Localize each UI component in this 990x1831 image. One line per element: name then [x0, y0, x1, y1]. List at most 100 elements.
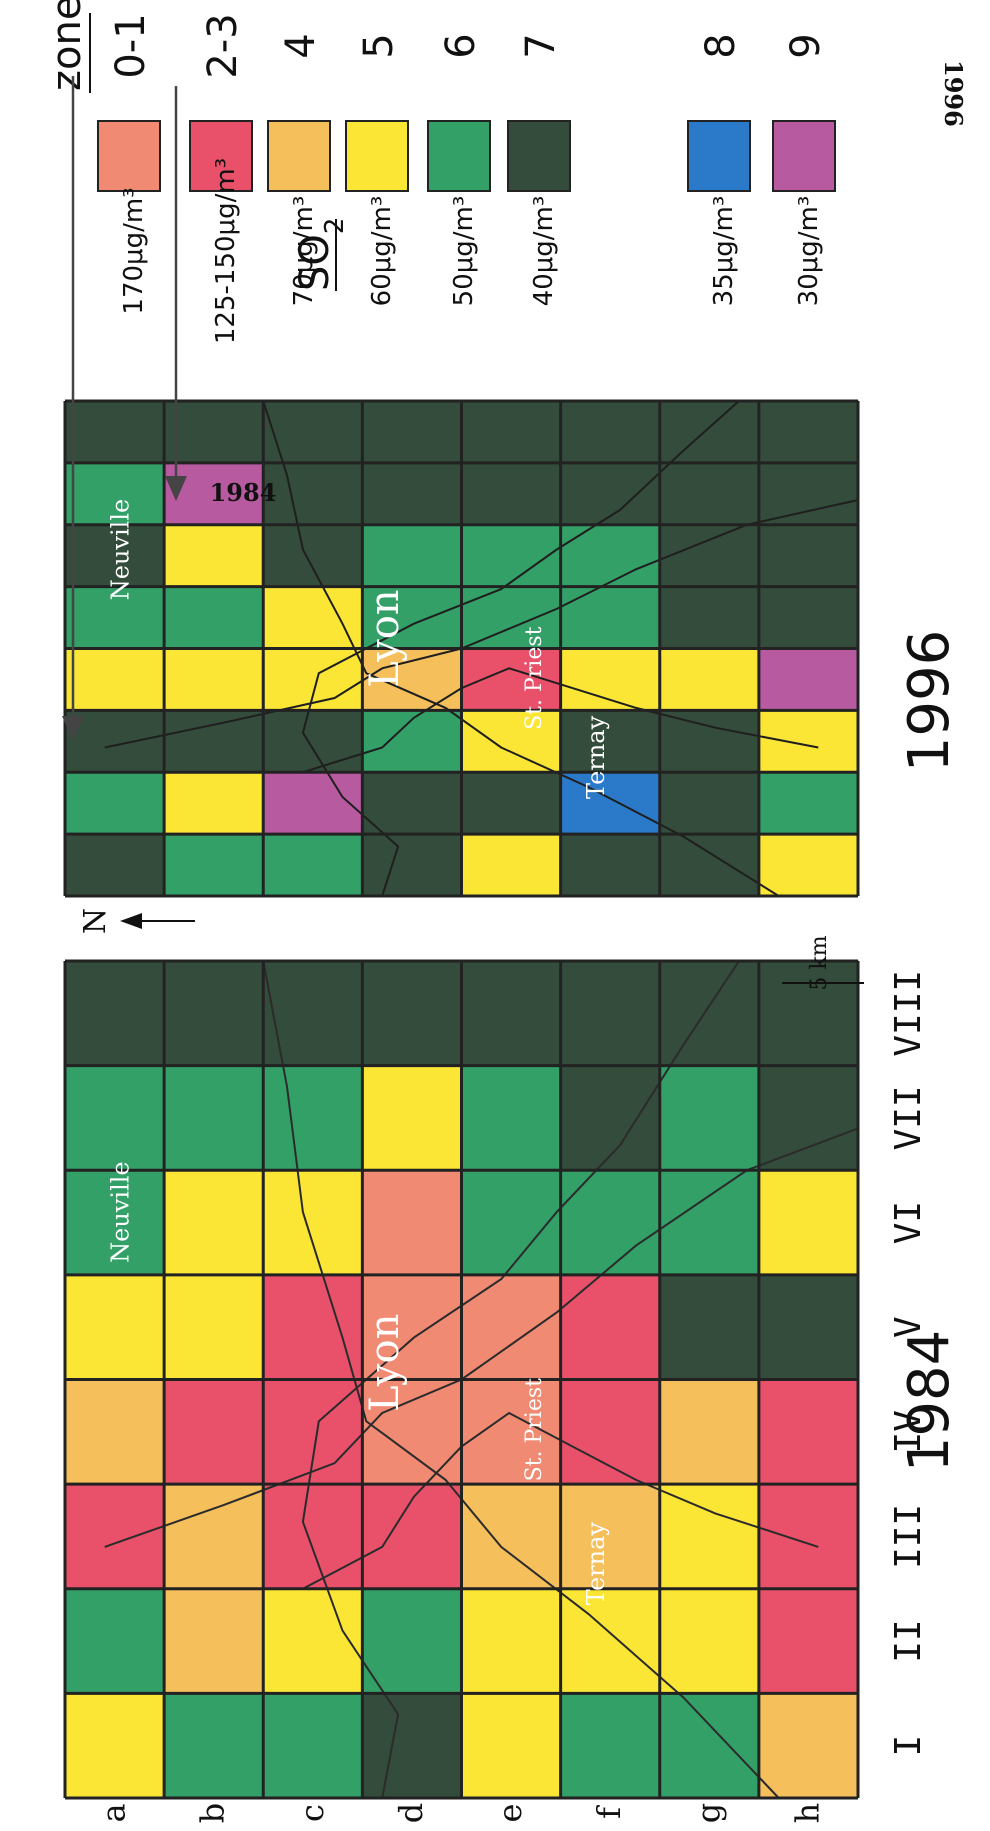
column-label: h — [788, 1803, 826, 1824]
map-1996-grid-lines — [63, 399, 860, 898]
map-cell — [362, 1483, 462, 1589]
map-cell — [362, 1379, 462, 1485]
legend-so2-value: 40μg/m³ — [529, 196, 559, 307]
map-1996: Neuville Lyon St. Priest Ternay 1996 — [63, 399, 962, 898]
place-label: Neuville — [106, 499, 134, 600]
map-cell — [560, 462, 661, 525]
map-1984-place-labels: Neuville Lyon St. Priest Ternay — [106, 1161, 610, 1605]
map-cell — [758, 960, 859, 1066]
map-cell — [362, 400, 462, 463]
map-cell — [560, 586, 661, 649]
legend-zone-value: 7 — [518, 33, 564, 58]
map-cell — [263, 462, 363, 525]
map-cell — [560, 400, 661, 463]
legend-zone-value: 5 — [356, 33, 402, 58]
map-1984-grid-lines — [63, 959, 860, 1800]
map-cell — [65, 586, 165, 649]
map-cell — [758, 833, 859, 896]
legend-zone-value: 9 — [783, 33, 829, 58]
map-cell — [461, 1169, 562, 1275]
map-cell — [362, 1065, 462, 1171]
map-cell — [560, 709, 661, 773]
map-cell — [758, 1692, 859, 1798]
map-cell — [659, 1379, 760, 1485]
map-1984-cells — [65, 960, 859, 1798]
column-label: e — [491, 1804, 529, 1823]
map-cell — [659, 709, 760, 773]
legend: SO2 zone 170μg/m³ 0-1 125-150μg/m³ 2-3 70μg/… — [44, 0, 836, 741]
column-label: c — [293, 1804, 331, 1822]
legend-so2-value: 35μg/m³ — [709, 196, 739, 307]
map-cell — [362, 709, 462, 773]
map-cell — [362, 1169, 462, 1275]
row-label: III — [888, 1504, 929, 1569]
map-cell — [758, 1588, 859, 1694]
map-cell — [164, 648, 264, 711]
map-cell — [461, 524, 562, 587]
map-cell — [560, 524, 661, 587]
column-label: g — [689, 1803, 727, 1823]
legend-zone-value: 8 — [698, 33, 744, 58]
map-cell — [461, 1274, 562, 1380]
map-cell — [758, 1169, 859, 1275]
map-cell — [560, 960, 661, 1066]
map-cell — [758, 1274, 859, 1380]
map-1996-place-labels: Neuville Lyon St. Priest Ternay — [106, 499, 610, 799]
map-cell — [65, 960, 165, 1066]
legend-zone-value: 2-3 — [200, 13, 246, 78]
map-cell — [164, 1065, 264, 1171]
legend-swatch — [687, 120, 751, 192]
map-cell — [758, 648, 859, 711]
map-cell — [461, 771, 562, 835]
map-cell — [659, 586, 760, 649]
map-cell — [560, 833, 661, 896]
map-cell — [461, 1483, 562, 1589]
map-cell — [164, 586, 264, 649]
map-cell — [263, 1692, 363, 1798]
map-cell — [164, 833, 264, 896]
map-cell — [659, 524, 760, 587]
map-cell — [758, 1483, 859, 1589]
map-cell — [461, 586, 562, 649]
arrow-1984-label: 1984 — [210, 478, 277, 507]
map-cell — [65, 833, 165, 896]
legend-swatch — [97, 120, 161, 192]
map-cell — [164, 462, 264, 525]
place-label: Ternay — [582, 1522, 610, 1606]
map-cell — [758, 586, 859, 649]
map-cell — [65, 771, 165, 835]
place-label: Lyon — [362, 589, 408, 687]
map-cell — [461, 833, 562, 896]
legend-zone-value: 0-1 — [108, 13, 154, 78]
row-label: I — [888, 1735, 929, 1757]
column-label: b — [194, 1803, 232, 1823]
map-cell — [758, 1379, 859, 1485]
legend-zone-value: 4 — [278, 33, 324, 58]
map-cell — [65, 1483, 165, 1589]
map-cell — [659, 1692, 760, 1798]
map-cell — [659, 1274, 760, 1380]
north-arrow-icon: N — [78, 908, 195, 934]
map-cell — [263, 1483, 363, 1589]
map-cell — [263, 1588, 363, 1694]
map-cell — [659, 1169, 760, 1275]
legend-zone-header: zone — [44, 0, 90, 91]
arrow-1984: 1984 — [165, 86, 276, 507]
map-cell — [164, 1483, 264, 1589]
map-cell — [362, 1692, 462, 1798]
legend-swatch — [427, 120, 491, 192]
map-cell — [560, 771, 661, 835]
road-line — [302, 667, 819, 774]
legend-swatch — [772, 120, 836, 192]
map-cell — [560, 1692, 661, 1798]
map-cell — [164, 524, 264, 587]
row-label: VIII — [888, 970, 929, 1057]
legend-swatch — [345, 120, 409, 192]
map-1984-year-label: 1984 — [897, 1330, 962, 1473]
map-cell — [659, 1483, 760, 1589]
map-cell — [758, 709, 859, 773]
map-cell — [461, 960, 562, 1066]
